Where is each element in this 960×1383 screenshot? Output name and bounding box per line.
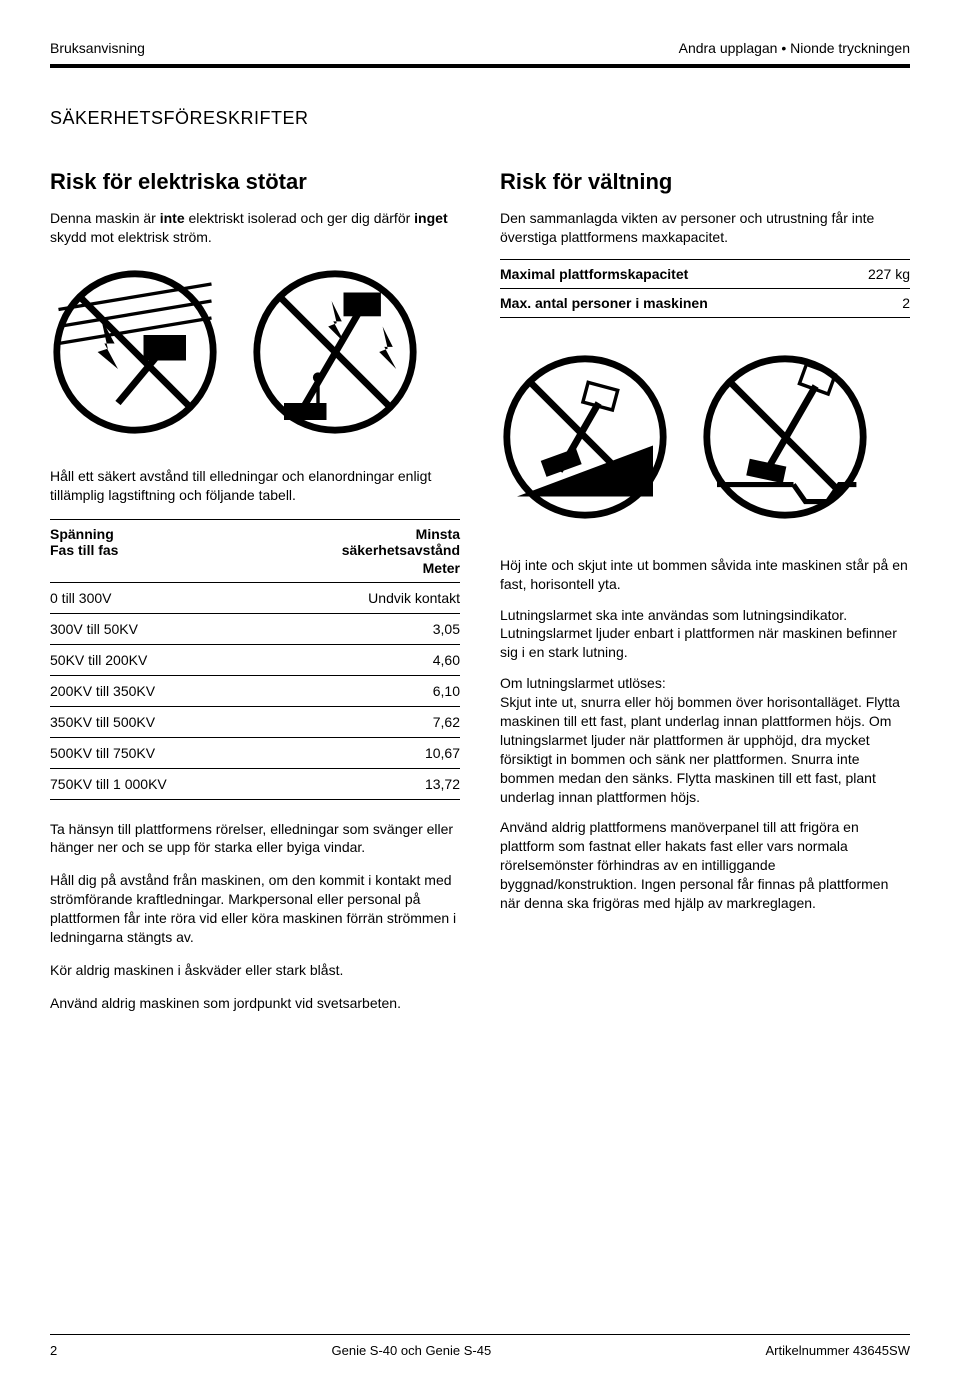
table-header: SpänningFas till fas Minstasäkerhetsavst… (50, 519, 460, 558)
footer-model: Genie S-40 och Genie S-45 (332, 1343, 492, 1358)
header-left: Bruksanvisning (50, 40, 145, 56)
spec-table: Maximal plattformskapacitet 227 kg Max. an… (500, 259, 910, 318)
table-row: 0 till 300V Undvik kontakt (50, 583, 460, 614)
electrical-para6: Använd aldrig maskinen som jordpunkt vid… (50, 994, 460, 1013)
electrical-para1: Denna maskin är inte elektriskt isolerad… (50, 209, 460, 247)
text: säkerhetsavstånd (342, 542, 460, 558)
spec-label: Max. antal personer i maskinen (500, 295, 708, 311)
text: Minsta (416, 526, 460, 542)
col2-header: Minstasäkerhetsavstånd (342, 526, 460, 558)
tipping-para3: Lutningslarmet ska inte användas som lut… (500, 606, 910, 663)
spec-row: Max. antal personer i maskinen 2 (500, 288, 910, 318)
header-right: Andra upplagan • Nionde tryckningen (679, 40, 910, 56)
footer-article-number: Artikelnummer 43645SW (765, 1343, 910, 1358)
voltage-cell: 350KV till 500KV (50, 714, 155, 730)
distance-cell: 3,05 (433, 621, 460, 637)
spec-value: 2 (902, 295, 910, 311)
text: Meter (423, 560, 460, 576)
left-column: Risk för elektriska stötar Denna maskin … (50, 169, 460, 1027)
distance-cell: 13,72 (425, 776, 460, 792)
text: Denna maskin är (50, 210, 160, 226)
voltage-cell: 50KV till 200KV (50, 652, 147, 668)
header-rule (50, 64, 910, 68)
voltage-table: SpänningFas till fas Minstasäkerhetsavst… (50, 519, 460, 800)
footer-page-number: 2 (50, 1343, 57, 1358)
prohibit-icons-row-2 (500, 352, 910, 522)
electrical-para2: Håll ett säkert avstånd till elledningar… (50, 467, 460, 505)
text: elektriskt isolerad och ger dig därför (185, 210, 415, 226)
page-footer: 2 Genie S-40 och Genie S-45 Artikelnumme… (50, 1334, 910, 1358)
text: Spänning (50, 526, 114, 542)
electrical-para4: Håll dig på avstånd från maskinen, om de… (50, 871, 460, 947)
distance-cell: 10,67 (425, 745, 460, 761)
tipping-para4: Om lutningslarmet utlöses: Skjut inte ut… (500, 674, 910, 806)
electrical-para5: Kör aldrig maskinen i åskväder eller sta… (50, 961, 460, 980)
page-title: SÄKERHETSFÖRESKRIFTER (50, 108, 910, 129)
spec-label: Maximal plattformskapacitet (500, 266, 688, 282)
table-row: 750KV till 1 000KV 13,72 (50, 769, 460, 800)
col1-header: SpänningFas till fas (50, 526, 118, 558)
electrical-heading: Risk för elektriska stötar (50, 169, 460, 195)
table-row: 500KV till 750KV 10,67 (50, 738, 460, 769)
voltage-cell: 750KV till 1 000KV (50, 776, 167, 792)
text: Fas till fas (50, 542, 118, 558)
text-bold: inget (414, 210, 447, 226)
distance-cell: 6,10 (433, 683, 460, 699)
slope-tipping-icon (500, 352, 670, 522)
table-row: 200KV till 350KV 6,10 (50, 676, 460, 707)
page-header: Bruksanvisning Andra upplagan • Nionde t… (50, 40, 910, 56)
tipping-para2: Höj inte och skjut inte ut bommen såvida… (500, 556, 910, 594)
electrical-para3: Ta hänsyn till plattformens rörelser, el… (50, 820, 460, 858)
table-row: 300V till 50KV 3,05 (50, 614, 460, 645)
spec-value: 227 kg (868, 266, 910, 282)
pothole-tipping-icon (700, 352, 870, 522)
table-header-unit: Meter (50, 560, 460, 583)
tipping-para1: Den sammanlagda vikten av personer och u… (500, 209, 910, 247)
voltage-cell: 0 till 300V (50, 590, 111, 606)
distance-cell: 4,60 (433, 652, 460, 668)
content-columns: Risk för elektriska stötar Denna maskin … (50, 169, 910, 1027)
prohibit-icons-row-1 (50, 267, 460, 437)
distance-cell: 7,62 (433, 714, 460, 730)
right-column: Risk för vältning Den sammanlagda vikten… (500, 169, 910, 1027)
powerline-contact-icon (50, 267, 220, 437)
spec-row: Maximal plattformskapacitet 227 kg (500, 259, 910, 289)
table-row: 350KV till 500KV 7,62 (50, 707, 460, 738)
voltage-cell: 200KV till 350KV (50, 683, 155, 699)
voltage-cell: 300V till 50KV (50, 621, 138, 637)
table-body: 0 till 300VUndvik kontakt300V till 50KV3… (50, 583, 460, 800)
tipping-heading: Risk för vältning (500, 169, 910, 195)
table-row: 50KV till 200KV 4,60 (50, 645, 460, 676)
voltage-cell: 500KV till 750KV (50, 745, 155, 761)
powerline-proximity-icon (250, 267, 420, 437)
text-bold: inte (160, 210, 185, 226)
text: skydd mot elektrisk ström. (50, 229, 212, 245)
tipping-para5: Använd aldrig plattformens manöverpanel … (500, 818, 910, 912)
distance-cell: Undvik kontakt (368, 590, 460, 606)
